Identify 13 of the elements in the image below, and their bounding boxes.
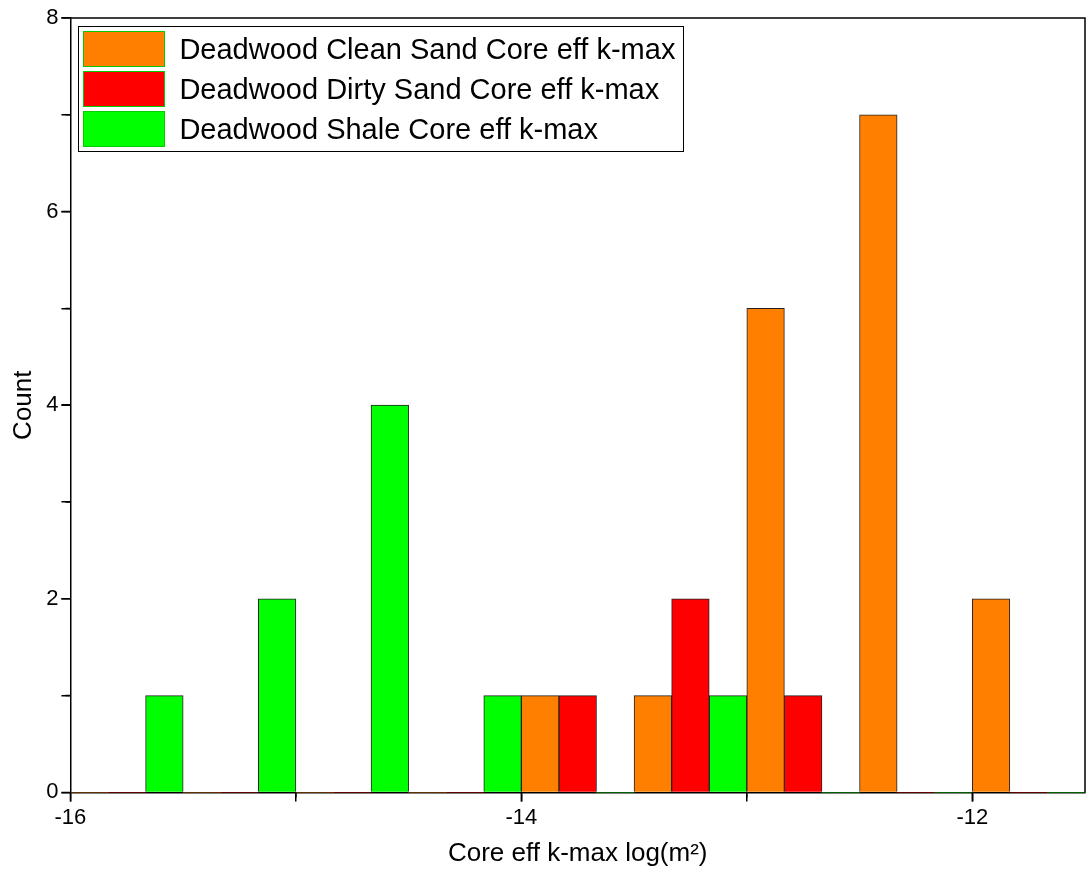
y-tick-label: 0: [46, 778, 59, 804]
legend-label: Deadwood Dirty Sand Core eff k-max: [179, 72, 660, 106]
x-tick-label: -16: [54, 803, 87, 829]
x-tick-label: -14: [505, 803, 538, 829]
y-tick-label: 8: [46, 4, 59, 30]
legend-label: Deadwood Shale Core eff k-max: [179, 112, 598, 146]
x-tick-label: -12: [956, 803, 989, 829]
y-tick-label: 2: [46, 584, 59, 610]
y-axis-title: Count: [6, 369, 37, 440]
legend-label: Deadwood Clean Sand Core eff k-max: [179, 32, 676, 66]
y-tick-label: 4: [46, 391, 59, 417]
y-tick-label: 6: [46, 197, 59, 223]
x-axis-title: Core eff k-max log(m²): [447, 836, 708, 867]
